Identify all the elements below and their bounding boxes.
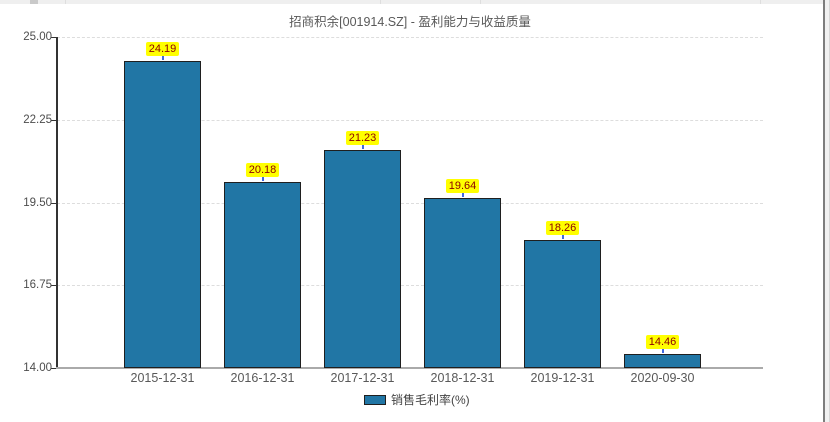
y-axis-tick-label: 16.75: [23, 279, 52, 291]
bar-2017-12-31[interactable]: [324, 150, 401, 368]
gridline: [57, 285, 763, 286]
value-label: 24.19: [145, 42, 180, 57]
strip-separator: [65, 0, 66, 4]
x-axis-label: 2018-12-31: [430, 371, 495, 385]
y-axis-tick: [51, 120, 57, 121]
x-axis-line: [56, 367, 763, 369]
x-axis-label: 2016-12-31: [230, 371, 295, 385]
x-axis-label: 2015-12-31: [130, 371, 195, 385]
x-axis-label: 2017-12-31: [330, 371, 395, 385]
value-label-connector: [361, 143, 364, 150]
bar-2016-12-31[interactable]: [224, 182, 301, 368]
gridline: [57, 37, 763, 38]
strip-separator: [760, 0, 761, 4]
browser-edge-strip: [0, 0, 823, 4]
x-axis-label: 2019-12-31: [530, 371, 595, 385]
legend-label[interactable]: 销售毛利率(%): [391, 393, 470, 407]
scrollbar-gutter[interactable]: [825, 0, 830, 422]
bar-2015-12-31[interactable]: [124, 61, 201, 368]
bar-2020-09-30[interactable]: [624, 354, 701, 368]
bar-2018-12-31[interactable]: [424, 198, 501, 368]
y-axis-tick-label: 14.00: [23, 362, 52, 374]
y-axis-line: [56, 37, 58, 368]
y-axis-tick: [51, 203, 57, 204]
y-axis-tick: [51, 37, 57, 38]
y-axis-tick-label: 19.50: [23, 197, 52, 209]
y-axis-tick-label: 25.00: [23, 31, 52, 43]
value-label-connector: [261, 175, 264, 181]
value-label-wrap: 14.46: [603, 332, 723, 350]
y-axis-tick-label: 22.25: [23, 114, 52, 126]
value-label-wrap: 21.23: [303, 128, 423, 146]
strip-separator: [480, 0, 481, 4]
value-label: 14.46: [645, 335, 680, 350]
y-axis-tick: [51, 285, 57, 286]
value-label-connector: [161, 54, 164, 61]
window-right-border: [823, 0, 825, 422]
value-label-connector: [561, 232, 564, 239]
legend-item-gross-margin[interactable]: 销售毛利率(%): [364, 393, 470, 407]
x-axis-label: 2020-09-30: [630, 371, 695, 385]
value-label-wrap: 20.18: [203, 160, 323, 177]
value-label: 20.18: [245, 163, 280, 177]
value-label: 19.64: [445, 179, 480, 194]
value-label: 21.23: [345, 131, 380, 146]
value-label-connector: [661, 347, 664, 354]
value-label-connector: [461, 191, 464, 198]
gridline: [57, 203, 763, 204]
bar-2019-12-31[interactable]: [524, 239, 601, 368]
value-label-wrap: 24.19: [103, 39, 223, 57]
y-axis-tick: [51, 368, 57, 369]
chart-title: 招商积余[001914.SZ] - 盈利能力与收益质量: [289, 15, 531, 29]
tiny-toolbar-icon: [30, 0, 38, 4]
strip-separator: [380, 0, 381, 4]
value-label: 18.26: [545, 220, 580, 235]
value-label-wrap: 19.64: [403, 176, 523, 194]
legend-marker-swatch[interactable]: [364, 395, 386, 405]
gridline: [57, 120, 763, 121]
value-label-wrap: 18.26: [503, 218, 623, 235]
